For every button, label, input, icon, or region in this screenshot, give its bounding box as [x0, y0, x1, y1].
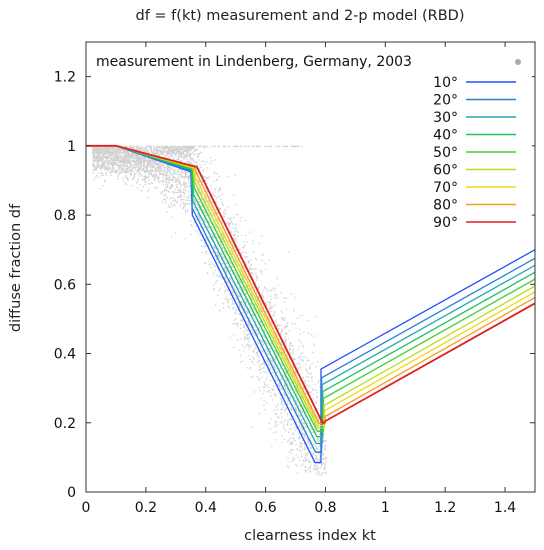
- legend: measurement in Lindenberg, Germany, 2003…: [96, 54, 532, 232]
- y-tick-label: 1.2: [54, 70, 76, 86]
- y-tick-label: 0.6: [54, 277, 76, 293]
- x-tick-label: 0.4: [195, 500, 217, 516]
- legend-label-6: 60°: [433, 163, 458, 179]
- y-axis: 0 0.2 0.4 0.6 0.8 1 1.2: [54, 70, 535, 501]
- y-tick-label: 0.4: [54, 347, 76, 363]
- chart-title: df = f(kt) measurement and 2-p model (RB…: [136, 8, 465, 24]
- x-tick-label: 0.2: [135, 500, 157, 516]
- y-tick-label: 0.2: [54, 416, 76, 432]
- measurement-scatter: [92, 145, 327, 476]
- measurement-legend-label: measurement in Lindenberg, Germany, 2003: [96, 54, 412, 70]
- legend-label-1: 10°: [433, 75, 458, 91]
- x-tick-label: 1.2: [434, 500, 456, 516]
- x-axis: 0 0.2 0.4 0.6 0.8 1 1.2 1.4: [82, 42, 516, 516]
- legend-label-3: 30°: [433, 110, 458, 126]
- x-axis-label: clearness index kt: [244, 528, 376, 544]
- model-series: [86, 144, 536, 464]
- x-tick-label: 1.4: [494, 500, 516, 516]
- legend-label-4: 40°: [433, 128, 458, 144]
- measurement-points: [92, 145, 327, 476]
- legend-label-9: 90°: [433, 215, 458, 231]
- x-tick-label: 0.6: [254, 500, 276, 516]
- y-tick-label: 0.8: [54, 208, 76, 224]
- x-tick-label: 0: [82, 500, 91, 516]
- plot-frame: [85, 41, 536, 493]
- series-line-9: [86, 144, 536, 424]
- y-axis-label: diffuse fraction df: [8, 203, 24, 332]
- legend-label-2: 20°: [433, 93, 458, 109]
- measurement-legend-marker: [515, 59, 521, 65]
- legend-label-8: 80°: [433, 198, 458, 214]
- legend-label-5: 50°: [433, 145, 458, 161]
- y-tick-label: 1: [67, 139, 76, 155]
- legend-label-7: 70°: [433, 180, 458, 196]
- y-tick-label: 0: [67, 485, 76, 501]
- x-tick-label: 1: [381, 500, 390, 516]
- x-tick-label: 0.8: [314, 500, 336, 516]
